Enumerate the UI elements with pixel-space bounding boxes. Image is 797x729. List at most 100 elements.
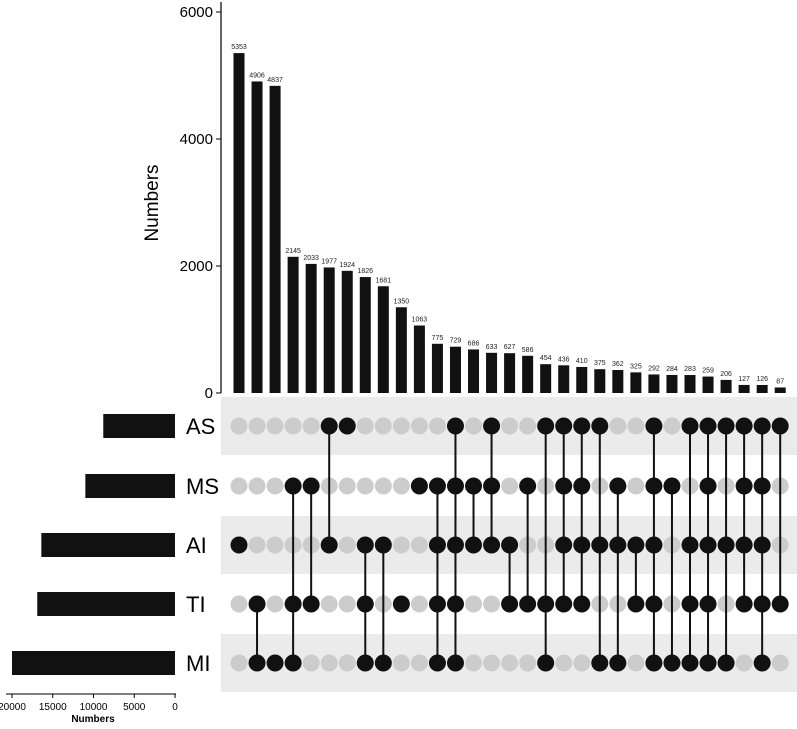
intersection-bar <box>666 374 678 393</box>
intersection-bar <box>251 81 263 394</box>
matrix-dot-inactive <box>374 477 392 495</box>
matrix-dot-active <box>284 654 302 672</box>
intersection-bar <box>468 349 480 393</box>
matrix-dot-inactive <box>266 477 284 495</box>
matrix-dot-active <box>483 536 501 554</box>
matrix-dot-active <box>374 536 392 554</box>
matrix-dot-inactive <box>338 654 356 672</box>
matrix-dot-active <box>537 595 555 613</box>
matrix-dot-active <box>717 536 735 554</box>
matrix-dot-active <box>338 417 356 435</box>
y-axis-title: Numbers <box>142 164 163 241</box>
matrix-dot-active <box>555 536 573 554</box>
intersection-bar <box>305 263 317 393</box>
matrix-dot-active <box>465 477 483 495</box>
intersection-bar <box>522 355 534 393</box>
matrix-dot-inactive <box>465 654 483 672</box>
bar-value-label: 586 <box>522 347 534 354</box>
x-axis-title: Numbers <box>71 714 115 724</box>
bar-value-label: 454 <box>540 355 552 362</box>
set-size-bar <box>41 533 176 557</box>
matrix-dot-active <box>446 417 464 435</box>
matrix-dot-inactive <box>266 595 284 613</box>
bar-value-label: 127 <box>738 376 750 383</box>
matrix-dot-active <box>320 417 338 435</box>
bar-value-label: 4906 <box>249 72 265 79</box>
x-tick-label: 20000 <box>0 702 26 713</box>
matrix-dot-active <box>627 595 645 613</box>
matrix-dot-inactive <box>392 477 410 495</box>
matrix-dot-inactive <box>410 417 428 435</box>
y-tick-label: 2000 <box>180 258 213 275</box>
matrix-dot-inactive <box>338 477 356 495</box>
matrix-dot-active <box>573 417 591 435</box>
matrix-dot-inactive <box>248 477 266 495</box>
matrix-dot-active <box>501 536 519 554</box>
matrix-dot-inactive <box>302 654 320 672</box>
matrix-dot-inactive <box>735 654 753 672</box>
matrix-dot-inactive <box>374 417 392 435</box>
intersection-bar <box>395 307 407 393</box>
matrix-dot-inactive <box>573 654 591 672</box>
intersection-bar <box>594 369 606 393</box>
matrix-dot-inactive <box>320 654 338 672</box>
bar-value-label: 627 <box>504 344 516 351</box>
matrix-dot-inactive <box>410 595 428 613</box>
matrix-dot-active <box>645 654 663 672</box>
matrix-dot-active <box>645 595 663 613</box>
matrix-dot-active <box>591 417 609 435</box>
bar-value-label: 729 <box>450 338 462 345</box>
matrix-dot-active <box>428 654 446 672</box>
bar-value-label: 1681 <box>376 277 392 284</box>
matrix-dot-active <box>266 654 284 672</box>
matrix-dot-inactive <box>771 654 789 672</box>
intersection-bar <box>269 85 281 394</box>
matrix-dot-active <box>302 595 320 613</box>
y-tick-label: 4000 <box>180 131 213 148</box>
matrix-dot-inactive <box>501 654 519 672</box>
intersection-bar <box>684 375 696 393</box>
matrix-dot-inactive <box>302 417 320 435</box>
intersection-bar <box>720 379 732 393</box>
matrix-dot-active <box>753 595 771 613</box>
matrix-dot-active <box>356 536 374 554</box>
matrix-dot-inactive <box>519 417 537 435</box>
matrix-dot-active <box>446 477 464 495</box>
intersection-bar <box>756 384 768 393</box>
matrix-dot-active <box>681 654 699 672</box>
matrix-dot-active <box>555 417 573 435</box>
matrix-dot-inactive <box>248 536 266 554</box>
intersection-bar <box>486 352 498 393</box>
matrix-dot-active <box>717 417 735 435</box>
bar-value-label: 375 <box>594 360 606 367</box>
matrix-dot-inactive <box>338 595 356 613</box>
intersection-bar <box>576 366 588 393</box>
matrix-dot-active <box>735 417 753 435</box>
intersection-bar <box>377 286 389 393</box>
x-tick-label: 15000 <box>39 702 67 713</box>
bar-value-label: 126 <box>756 376 768 383</box>
matrix-dot-inactive <box>356 417 374 435</box>
matrix-dot-active <box>483 417 501 435</box>
matrix-dot-active <box>446 536 464 554</box>
matrix-dot-active <box>753 477 771 495</box>
matrix-dot-active <box>699 417 717 435</box>
matrix-dot-active <box>753 536 771 554</box>
matrix-dot-active <box>428 536 446 554</box>
set-label: MS <box>186 474 219 499</box>
matrix-dot-active <box>663 477 681 495</box>
intersection-bar <box>774 387 786 393</box>
set-label: TI <box>186 592 206 617</box>
matrix-dot-active <box>645 417 663 435</box>
matrix-dot-inactive <box>555 654 573 672</box>
matrix-dot-inactive <box>284 417 302 435</box>
matrix-dot-active <box>771 595 789 613</box>
matrix-dot-inactive <box>392 654 410 672</box>
intersection-bar <box>431 343 443 393</box>
intersection-bar <box>413 325 425 393</box>
intersection-bar <box>648 374 660 393</box>
matrix-dot-active <box>555 595 573 613</box>
matrix-dot-active <box>645 477 663 495</box>
matrix-dot-active <box>519 477 537 495</box>
